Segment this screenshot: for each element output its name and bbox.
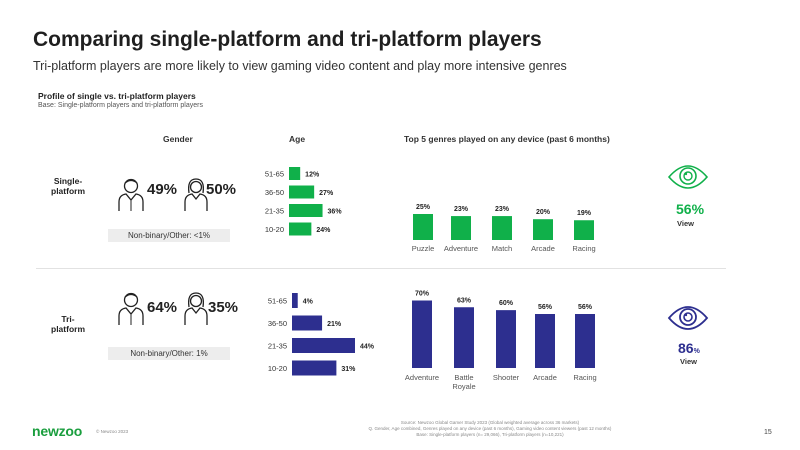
tri-age-bar <box>292 360 337 376</box>
single-age-bar <box>289 167 301 180</box>
source-line-3: Base: Single-platform players (n= 29,066… <box>416 432 564 438</box>
tri-genre-tick-label: Shooter <box>493 373 520 382</box>
single-age-bar <box>289 204 323 217</box>
single-age-tick-label: 10-20 <box>265 225 284 234</box>
tri-platform-label-line1: Tri- <box>61 314 75 324</box>
tri-age-tick-label: 10-20 <box>268 364 287 373</box>
page-title: Comparing single-platform and tri-platfo… <box>33 28 542 51</box>
tri-genre-bar <box>454 307 474 368</box>
source-note: Source: Newzoo Global Gamer Study 2023 (… <box>230 420 750 438</box>
tri-genre-value-label: 60% <box>499 300 514 307</box>
tri-genre-value-label: 70% <box>415 291 430 298</box>
tri-genre-bar <box>575 314 595 368</box>
single-genre-value-label: 20% <box>536 209 551 216</box>
male-person-icon <box>118 292 144 325</box>
genres-column-header: Top 5 genres played on any device (past … <box>404 134 610 144</box>
single-view-pct: 56% <box>676 201 705 217</box>
page-number: 15 <box>764 429 772 436</box>
tri-genre-value-label: 56% <box>538 304 553 311</box>
eye-icon <box>667 165 709 189</box>
tri-female-pct: 35% <box>208 299 239 316</box>
single-genre-bar <box>492 216 512 240</box>
single-genre-value-label: 25% <box>416 204 431 211</box>
tri-genre-bar <box>496 310 516 368</box>
tri-nonbinary-box: Non-binary/Other: 1% <box>108 347 230 360</box>
copyright: © Newzoo 2023 <box>96 429 129 434</box>
tri-age-bar <box>292 315 323 331</box>
single-genre-bar <box>574 220 594 240</box>
source-line-1: Source: Newzoo Global Gamer Study 2023 (… <box>400 420 580 425</box>
tri-view-pct: 86% <box>678 340 700 356</box>
source-line-2: Q. Gender, Age combined, Genres played o… <box>368 426 612 432</box>
female-person-icon <box>184 292 208 325</box>
single-age-tick-label: 36-50 <box>265 188 284 197</box>
single-genre-bar <box>451 216 471 240</box>
single-age-bar <box>289 185 315 199</box>
tri-age-bar <box>292 338 355 353</box>
age-column-header: Age <box>289 134 306 144</box>
single-nonbinary-box: Non-binary/Other: <1% <box>108 229 230 242</box>
tri-age-value-label: 44% <box>360 344 375 351</box>
page-subtitle: Tri-platform players are more likely to … <box>33 59 567 73</box>
newzoo-logo: newzoo <box>32 423 83 439</box>
tri-age-bar <box>292 293 298 308</box>
tri-age-value-label: 21% <box>327 321 342 328</box>
single-genre-bar <box>533 219 553 240</box>
tri-genre-tick-label: Battle <box>454 373 473 382</box>
tri-age-tick-label: 36-50 <box>268 319 287 328</box>
single-genre-tick-label: Adventure <box>444 244 478 253</box>
single-platform-label-line1: Single- <box>53 176 83 186</box>
single-age-bar <box>289 222 312 236</box>
single-genre-tick-label: Arcade <box>531 244 555 253</box>
single-genre-value-label: 23% <box>495 206 510 213</box>
tri-genre-tick-label: Adventure <box>405 373 439 382</box>
tri-genre-tick-label: Racing <box>573 373 596 382</box>
single-platform-label: Single- platform <box>33 176 103 196</box>
single-male-pct: 49% <box>147 181 178 198</box>
tri-genre-bar <box>535 314 555 368</box>
row-divider <box>36 268 726 269</box>
tri-view-pct-unit: % <box>693 348 700 355</box>
tri-genre-value-label: 63% <box>457 297 472 304</box>
male-person-icon <box>118 178 144 211</box>
single-age-value-label: 36% <box>328 209 343 216</box>
single-age-value-label: 24% <box>316 227 331 234</box>
tri-genre-bar <box>412 300 432 368</box>
profile-base: Base: Single-platform players and tri-pl… <box>38 102 203 109</box>
single-genre-tick-label: Match <box>492 244 512 253</box>
single-genre-tick-label: Puzzle <box>412 244 435 253</box>
tri-platform-label-line2: platform <box>51 324 85 335</box>
eye-icon <box>667 306 709 330</box>
single-genre-tick-label: Racing <box>572 244 595 253</box>
tri-genre-value-label: 56% <box>578 304 593 311</box>
tri-genre-tick-label: Royale <box>452 382 475 391</box>
tri-platform-label: Tri- platform <box>33 314 103 334</box>
tri-age-value-label: 4% <box>303 299 314 306</box>
single-age-tick-label: 51-65 <box>265 170 284 179</box>
single-genre-value-label: 19% <box>577 210 592 217</box>
female-person-icon <box>184 178 208 211</box>
tri-view-label: View <box>680 357 697 366</box>
single-genre-bar <box>413 214 433 240</box>
tri-male-pct: 64% <box>147 299 178 316</box>
tri-age-value-label: 31% <box>341 366 356 373</box>
single-platform-label-line2: platform <box>51 186 85 197</box>
single-view-label: View <box>677 219 694 228</box>
profile-title: Profile of single vs. tri-platform playe… <box>38 91 196 101</box>
single-age-tick-label: 21-35 <box>265 207 284 216</box>
single-age-value-label: 12% <box>305 172 320 179</box>
tri-view-pct-value: 86 <box>678 340 694 356</box>
tri-age-tick-label: 21-35 <box>268 342 287 351</box>
tri-genre-tick-label: Arcade <box>533 373 557 382</box>
single-female-pct: 50% <box>206 181 237 198</box>
tri-age-tick-label: 51-65 <box>268 297 287 306</box>
gender-column-header: Gender <box>163 134 193 144</box>
single-genre-value-label: 23% <box>454 206 469 213</box>
single-age-value-label: 27% <box>319 190 334 197</box>
